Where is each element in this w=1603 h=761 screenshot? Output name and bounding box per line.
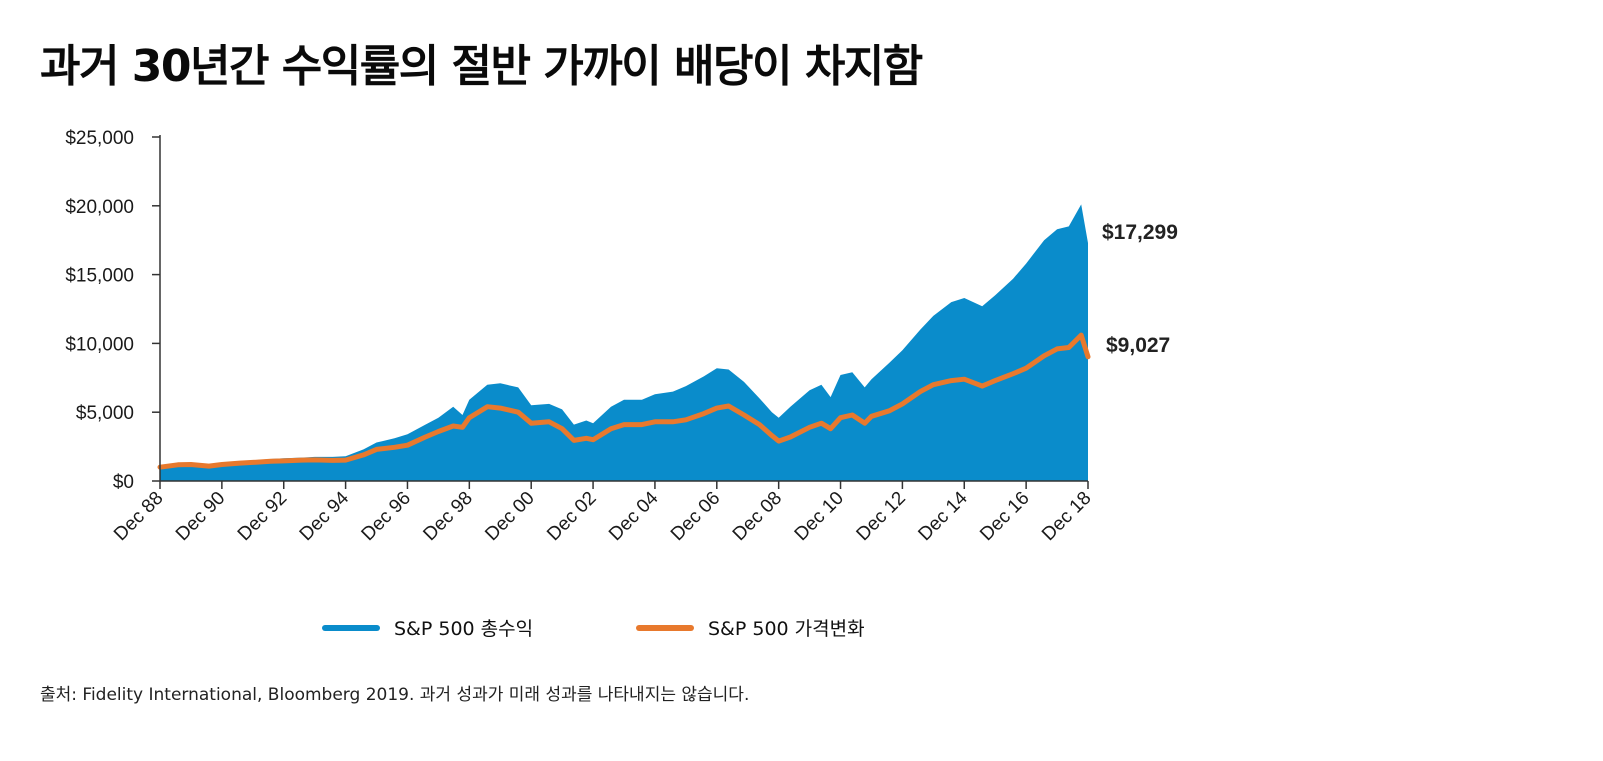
x-tick-label: Dec 10 [791, 488, 848, 545]
end-label-layer: $17,299 $9,027 [1102, 221, 1178, 357]
x-tick-label: Dec 18 [1038, 488, 1095, 545]
total-return-area [160, 204, 1088, 481]
legend-item-total-return: S&P 500 총수익 [322, 614, 533, 641]
total-return-area-layer [160, 204, 1088, 481]
legend-swatch-total-return [322, 624, 380, 631]
x-tick-label: Dec 02 [543, 488, 600, 545]
x-tick-label: Dec 08 [729, 488, 786, 545]
x-tick-label: Dec 06 [667, 488, 724, 545]
x-tick-label: Dec 94 [296, 487, 354, 545]
legend-item-price-change: S&P 500 가격변화 [636, 614, 865, 641]
y-tick-label: $0 [113, 472, 134, 493]
x-tick-label: Dec 16 [976, 488, 1033, 545]
x-tick-label: Dec 14 [914, 487, 972, 545]
price-change-end-label: $9,027 [1106, 334, 1170, 357]
y-tick-label: $20,000 [65, 197, 134, 218]
total-return-end-label: $17,299 [1102, 221, 1178, 244]
legend-label-total-return: S&P 500 총수익 [394, 618, 534, 640]
x-tick-label: Dec 96 [358, 488, 415, 545]
y-tick-label: $5,000 [76, 403, 134, 424]
y-tick-label: $10,000 [65, 334, 134, 355]
price-change-line-layer [157, 332, 1091, 470]
x-tick-label: Dec 88 [110, 488, 167, 545]
x-tick-label: Dec 92 [234, 488, 291, 545]
x-tick-label: Dec 98 [419, 488, 476, 545]
x-tick-label: Dec 90 [172, 488, 229, 545]
legend-label-price-change: S&P 500 가격변화 [708, 618, 865, 640]
x-tick-label: Dec 04 [605, 487, 663, 545]
legend-swatch-price-change [636, 624, 694, 631]
x-tick-label: Dec 00 [481, 488, 538, 545]
y-tick-label: $25,000 [65, 128, 134, 149]
source-note: 출처: Fidelity International, Bloomberg 20… [40, 685, 750, 705]
x-tick-label: Dec 12 [853, 488, 910, 545]
legend: S&P 500 총수익 S&P 500 가격변화 [0, 614, 1603, 644]
y-tick-label: $15,000 [65, 266, 134, 287]
price-change-line [157, 332, 1091, 470]
chart-title: 과거 30년간 수익률의 절반 가까이 배당이 차지함 [40, 41, 923, 92]
